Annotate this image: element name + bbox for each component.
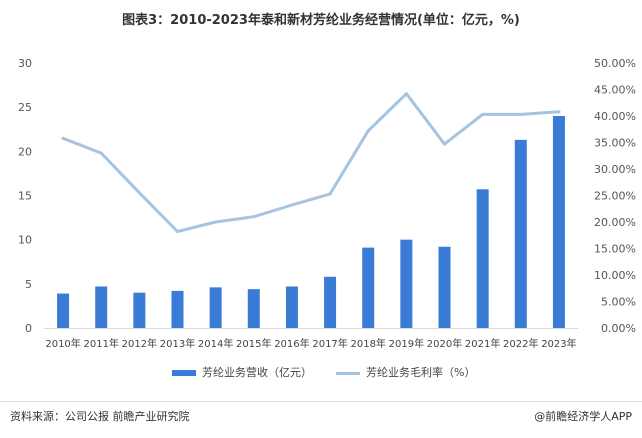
x-tick-label: 2014年 xyxy=(198,337,233,350)
margin-point-2014年 xyxy=(214,220,218,224)
y-left-tick-label: 20 xyxy=(18,145,32,158)
bar-2013年 xyxy=(171,290,184,328)
bar-2017年 xyxy=(324,276,337,328)
y-right-tick-label: 40.00% xyxy=(594,110,636,123)
margin-point-2022年 xyxy=(519,112,523,116)
y-right-tick-label: 10.00% xyxy=(594,269,636,282)
x-axis: 2010年 2011年 2012年 2013年 2014年 2015年 2016年 2017年… xyxy=(45,337,576,350)
y-axis-right: 0.00% 5.00% 10.00% 15.00% 20.00% 25.00% 30.00%… xyxy=(594,57,636,335)
bar-2010年 xyxy=(57,293,70,328)
margin-line xyxy=(61,92,561,233)
margin-point-2020年 xyxy=(443,142,446,146)
line-series xyxy=(61,92,561,234)
y-right-tick-label: 35.00% xyxy=(594,137,636,150)
y-left-tick-label: 0 xyxy=(25,322,32,335)
footer-divider xyxy=(0,401,642,402)
y-right-tick-label: 15.00% xyxy=(594,243,636,256)
x-tick-label: 2019年 xyxy=(389,337,424,350)
bar-2022年 xyxy=(514,139,527,328)
y-left-tick-label: 15 xyxy=(18,190,32,203)
chart: 0 5 10 15 20 25 30 0.00% 5.00% 10.00% 15.00% 20.00… xyxy=(18,57,636,350)
brand-text: @前瞻经济学人APP xyxy=(534,410,632,423)
margin-point-2015年 xyxy=(252,215,256,219)
bar-2021年 xyxy=(476,189,489,328)
legend: 芳纶业务营收（亿元） 芳纶业务毛利率（%） xyxy=(0,364,642,380)
y-left-tick-label: 25 xyxy=(18,101,32,114)
bar-2015年 xyxy=(247,289,260,328)
margin-point-2017年 xyxy=(328,192,332,196)
y-left-tick-label: 10 xyxy=(18,234,32,247)
bar-2018年 xyxy=(362,247,375,328)
bar-2011年 xyxy=(95,286,108,328)
y-right-tick-label: 45.00% xyxy=(594,84,636,97)
x-tick-label: 2022年 xyxy=(503,337,538,350)
y-left-tick-label: 5 xyxy=(25,278,32,291)
margin-point-2019年 xyxy=(404,92,408,96)
x-tick-label: 2015年 xyxy=(236,337,271,350)
bar-2014年 xyxy=(209,287,222,328)
chart-title: 图表3：2010-2023年泰和新材芳纶业务经营情况(单位：亿元，%) xyxy=(122,13,520,28)
y-right-tick-label: 20.00% xyxy=(594,216,636,229)
x-tick-label: 2012年 xyxy=(122,337,157,350)
margin-point-2013年 xyxy=(176,230,179,234)
y-right-tick-label: 0.00% xyxy=(601,322,636,335)
x-tick-label: 2023年 xyxy=(541,337,576,350)
bar-series xyxy=(57,116,565,328)
legend-swatch-line xyxy=(336,371,360,375)
margin-point-2011年 xyxy=(99,151,103,155)
margin-point-2012年 xyxy=(137,191,141,195)
legend-item-margin: 芳纶业务毛利率（%） xyxy=(336,364,475,380)
legend-label-margin: 芳纶业务毛利率（%） xyxy=(366,366,476,379)
bar-2012年 xyxy=(133,292,146,328)
x-tick-label: 2018年 xyxy=(350,337,385,350)
legend-item-revenue: 芳纶业务营收（亿元） xyxy=(172,364,312,380)
x-tick-label: 2010年 xyxy=(45,337,80,350)
source-text: 资料来源：公司公报 前瞻产业研究院 xyxy=(10,410,190,423)
margin-point-2021年 xyxy=(481,112,485,116)
bar-2020年 xyxy=(438,246,451,328)
y-right-tick-label: 50.00% xyxy=(594,57,636,70)
margin-point-2023年 xyxy=(557,110,561,114)
x-tick-label: 2021年 xyxy=(465,337,500,350)
y-right-tick-label: 5.00% xyxy=(601,296,636,309)
y-right-tick-label: 30.00% xyxy=(594,163,636,176)
x-tick-label: 2020年 xyxy=(427,337,462,350)
legend-label-revenue: 芳纶业务营收（亿元） xyxy=(202,366,312,379)
x-tick-label: 2011年 xyxy=(83,337,118,350)
y-axis-left: 0 5 10 15 20 25 30 xyxy=(18,57,578,335)
margin-point-2016年 xyxy=(290,203,294,207)
x-tick-label: 2017年 xyxy=(312,337,347,350)
margin-point-2010年 xyxy=(61,136,65,140)
legend-swatch-bar xyxy=(172,370,196,376)
margin-point-2018年 xyxy=(366,129,370,133)
y-left-tick-label: 30 xyxy=(18,57,32,70)
bar-2019年 xyxy=(400,239,413,328)
bar-2016年 xyxy=(285,286,298,328)
y-right-tick-label: 25.00% xyxy=(594,190,636,203)
x-tick-label: 2016年 xyxy=(274,337,309,350)
bar-2023年 xyxy=(552,116,565,328)
x-tick-label: 2013年 xyxy=(160,337,195,350)
